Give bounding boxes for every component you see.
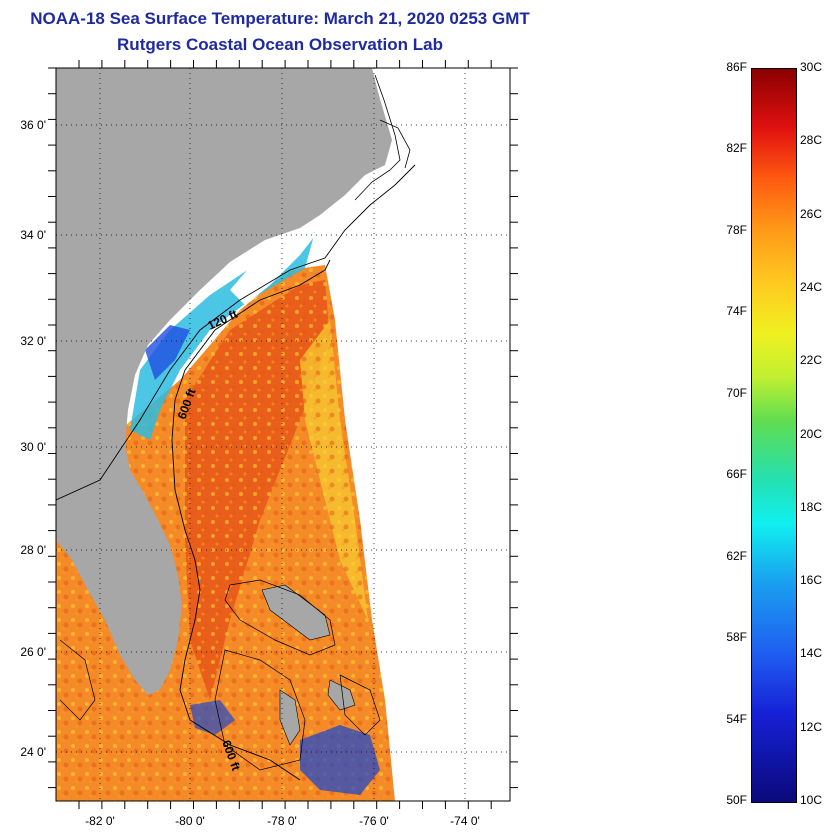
colorbar-f-label: 50F bbox=[726, 793, 747, 807]
colorbar-c-label: 14C bbox=[800, 646, 823, 661]
latitude-label: 28 0' bbox=[20, 543, 46, 557]
colorbar-c-label: 18C bbox=[800, 499, 823, 514]
latitude-label: 24 0' bbox=[20, 745, 46, 759]
coastal-blue-patch bbox=[145, 325, 190, 380]
colorbar-c-label: 16C bbox=[800, 573, 823, 588]
colorbar-f-label: 86F bbox=[726, 60, 747, 74]
colorbar-f-label: 62F bbox=[726, 548, 747, 563]
isobath-600ft bbox=[171, 259, 331, 781]
colorbar-f-label: 82F bbox=[726, 141, 747, 156]
latitude-label: 30 0' bbox=[20, 440, 46, 454]
longitude-label: -82 0' bbox=[85, 814, 115, 828]
latitude-label: 36 0' bbox=[20, 118, 46, 132]
colorbar-c-label: 22C bbox=[800, 353, 823, 368]
colorbar-c-label: 30C bbox=[800, 60, 823, 74]
longitude-label: -74 0' bbox=[450, 814, 480, 828]
outer-banks-coast bbox=[354, 74, 411, 201]
longitude-label: -78 0' bbox=[267, 814, 297, 828]
map-title: NOAA-18 Sea Surface Temperature: March 2… bbox=[30, 9, 530, 28]
longitude-label: -76 0' bbox=[359, 814, 389, 828]
cloud-patch bbox=[230, 232, 318, 305]
colorbar-f-label: 78F bbox=[726, 222, 747, 237]
colorbar-f-label: 58F bbox=[726, 630, 747, 645]
bahamas-islands bbox=[261, 584, 356, 746]
longitude-labels: -82 0' -80 0' -78 0' -76 0' -74 0' bbox=[85, 814, 480, 828]
colorbar-f-label: 54F bbox=[726, 711, 747, 726]
longitude-label: -80 0' bbox=[175, 814, 205, 828]
isobath-120ft bbox=[56, 164, 416, 501]
map-grid bbox=[48, 60, 518, 809]
latitude-label: 26 0' bbox=[20, 645, 46, 659]
colorbar-f-label: 74F bbox=[726, 304, 747, 319]
bahamas-cool-water bbox=[300, 725, 380, 795]
land-us-southeast bbox=[56, 68, 392, 695]
latitude-label: 34 0' bbox=[20, 228, 46, 242]
keys-cool-water bbox=[190, 700, 235, 735]
map-subtitle: Rutgers Coastal Ocean Observation Lab bbox=[117, 35, 443, 54]
colorbar-c-label: 24C bbox=[800, 279, 823, 294]
map-plot-area: 120 ft 600 ft 600 ft bbox=[56, 68, 416, 801]
colorbar-c-label: 12C bbox=[800, 719, 823, 734]
colorbar-c-label: 10C bbox=[800, 793, 823, 807]
colorbar-f-label: 66F bbox=[726, 467, 747, 482]
isobath-bahamas bbox=[59, 579, 381, 771]
colorbar-f-label: 70F bbox=[726, 385, 747, 400]
map-frame bbox=[55, 67, 511, 802]
latitude-label: 32 0' bbox=[20, 334, 46, 348]
colorbar-c-label: 20C bbox=[800, 426, 823, 441]
colorbar-c-label: 28C bbox=[800, 133, 823, 148]
temperature-colorbar bbox=[751, 68, 797, 803]
colorbar-c-label: 26C bbox=[800, 206, 823, 221]
latitude-labels: 36 0' 34 0' 32 0' 30 0' 28 0' 26 0' 24 0' bbox=[20, 118, 46, 759]
